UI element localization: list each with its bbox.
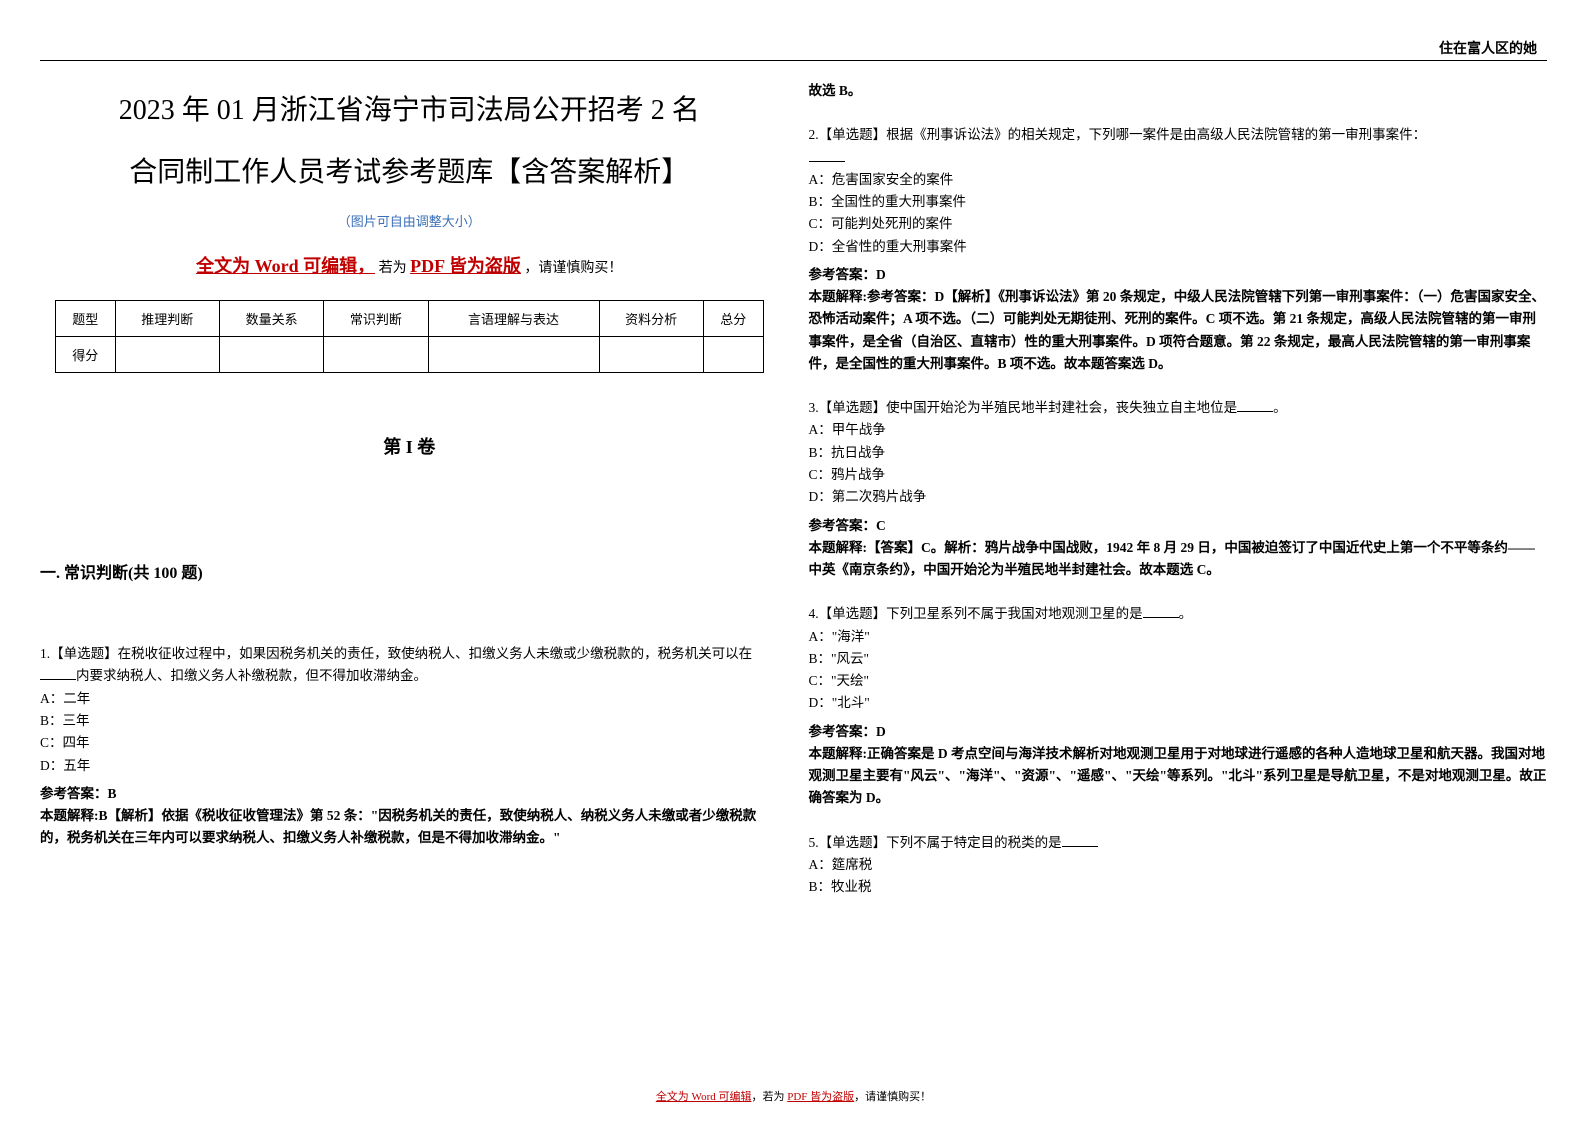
q3-answer: 参考答案：C xyxy=(809,515,1548,537)
q4-stem: 4.【单选题】下列卫星系列不属于我国对地观测卫星的是 。 xyxy=(809,603,1548,625)
q5-opt-a: A：筵席税 xyxy=(809,854,1548,876)
q3-opt-a: A：甲午战争 xyxy=(809,419,1548,441)
footer-pdf: PDF 皆为盗版 xyxy=(787,1091,854,1103)
th-common: 常识判断 xyxy=(324,301,428,337)
q4-opt-a: A："海洋" xyxy=(809,626,1548,648)
footer-suffix: ，请谨慎购买！ xyxy=(854,1091,931,1103)
td-empty xyxy=(219,337,323,373)
q5-opt-b: B：牧业税 xyxy=(809,876,1548,898)
editable-suffix: ，请谨慎购买！ xyxy=(524,261,622,276)
q5-stem: 5.【单选题】下列不属于特定目的税类的是 xyxy=(809,832,1548,854)
q4-stem-b: 。 xyxy=(1179,606,1193,621)
q1-opt-d: D：五年 xyxy=(40,755,779,777)
two-column-layout: 2023 年 01 月浙江省海宁市司法局公开招考 2 名 合同制工作人员考试参考… xyxy=(40,80,1547,921)
th-reasoning: 推理判断 xyxy=(115,301,219,337)
th-total: 总分 xyxy=(703,301,763,337)
section-heading: 一. 常识判断(共 100 题) xyxy=(40,559,779,583)
th-type: 题型 xyxy=(55,301,115,337)
q3-stem: 3.【单选题】使中国开始沦为半殖民地半封建社会，丧失独立自主地位是 。 xyxy=(809,397,1548,419)
header-top-right: 住在富人区的她 xyxy=(1439,38,1537,58)
q3-explanation: 本题解释:【答案】C。解析：鸦片战争中国战败，1942 年 8 月 29 日，中… xyxy=(809,537,1548,582)
page-footer: 全文为 Word 可编辑，若为 PDF 皆为盗版，请谨慎购买！ xyxy=(0,1088,1587,1104)
image-resize-note: （图片可自由调整大小） xyxy=(40,211,779,230)
q2-answer: 参考答案：D xyxy=(809,264,1548,286)
title-line-2: 合同制工作人员考试参考题库【含答案解析】 xyxy=(50,142,769,204)
q1-stem-a: 1.【单选题】在税收征收过程中，如果因税务机关的责任，致使纳税人、扣缴义务人未缴… xyxy=(40,646,752,661)
q1-continuation: 故选 B。 xyxy=(809,80,1548,102)
q2-opt-b: B：全国性的重大刑事案件 xyxy=(809,191,1548,213)
question-3: 3.【单选题】使中国开始沦为半殖民地半封建社会，丧失独立自主地位是 。 A：甲午战… xyxy=(809,397,1548,581)
q4-stem-a: 4.【单选题】下列卫星系列不属于我国对地观测卫星的是 xyxy=(809,606,1143,621)
question-5: 5.【单选题】下列不属于特定目的税类的是 A：筵席税 B：牧业税 xyxy=(809,832,1548,899)
td-empty xyxy=(428,337,599,373)
q1-opt-c: C：四年 xyxy=(40,732,779,754)
question-1: 1.【单选题】在税收征收过程中，如果因税务机关的责任，致使纳税人、扣缴义务人未缴… xyxy=(40,643,779,849)
td-empty xyxy=(703,337,763,373)
q2-stem-a: 2.【单选题】根据《刑事诉讼法》的相关规定，下列哪一案件是由高级人民法院管辖的第… xyxy=(809,127,1427,142)
q4-answer: 参考答案：D xyxy=(809,721,1548,743)
th-quantity: 数量关系 xyxy=(219,301,323,337)
q5-stem-a: 5.【单选题】下列不属于特定目的税类的是 xyxy=(809,835,1062,850)
editable-mid: 若为 xyxy=(379,261,407,276)
q4-explanation: 本题解释:正确答案是 D 考点空间与海洋技术解析对地观测卫星用于对地球进行遥感的… xyxy=(809,743,1548,810)
q1-answer: 参考答案：B xyxy=(40,783,779,805)
right-column: 故选 B。 2.【单选题】根据《刑事诉讼法》的相关规定，下列哪一案件是由高级人民… xyxy=(809,80,1548,921)
question-4: 4.【单选题】下列卫星系列不属于我国对地观测卫星的是 。 A："海洋" B："风云… xyxy=(809,603,1548,809)
left-column: 2023 年 01 月浙江省海宁市司法局公开招考 2 名 合同制工作人员考试参考… xyxy=(40,80,779,921)
blank-underline xyxy=(1237,411,1273,412)
footer-prefix: 全文为 Word 可编辑 xyxy=(656,1091,752,1103)
q2-explanation: 本题解释:参考答案：D【解析】《刑事诉讼法》第 20 条规定，中级人民法院管辖下… xyxy=(809,286,1548,375)
td-empty xyxy=(324,337,428,373)
blank-underline xyxy=(1062,846,1098,847)
q1-stem-b: 内要求纳税人、扣缴义务人补缴税款，但不得加收滞纳金。 xyxy=(76,668,427,683)
q1-opt-a: A：二年 xyxy=(40,688,779,710)
table-header-row: 题型 推理判断 数量关系 常识判断 言语理解与表达 资料分析 总分 xyxy=(55,301,763,337)
score-table: 题型 推理判断 数量关系 常识判断 言语理解与表达 资料分析 总分 得分 xyxy=(55,300,764,373)
q3-stem-a: 3.【单选题】使中国开始沦为半殖民地半封建社会，丧失独立自主地位是 xyxy=(809,400,1238,415)
question-2: 2.【单选题】根据《刑事诉讼法》的相关规定，下列哪一案件是由高级人民法院管辖的第… xyxy=(809,124,1548,375)
title-line-1: 2023 年 01 月浙江省海宁市司法局公开招考 2 名 xyxy=(50,80,769,142)
q1-stem: 1.【单选题】在税收征收过程中，如果因税务机关的责任，致使纳税人、扣缴义务人未缴… xyxy=(40,643,779,688)
q4-opt-b: B："风云" xyxy=(809,648,1548,670)
q1-opt-b: B：三年 xyxy=(40,710,779,732)
q3-opt-d: D：第二次鸦片战争 xyxy=(809,486,1548,508)
header-rule xyxy=(40,60,1547,61)
editable-prefix: 全文为 Word 可编辑， xyxy=(196,256,375,276)
editable-warning: 全文为 Word 可编辑， 若为 PDF 皆为盗版 ，请谨慎购买！ xyxy=(40,252,779,278)
q1-explanation: 本题解释:B【解析】依据《税收征收管理法》第 52 条："因税务机关的责任，致使… xyxy=(40,805,779,850)
q3-opt-c: C：鸦片战争 xyxy=(809,464,1548,486)
q3-stem-b: 。 xyxy=(1273,400,1287,415)
th-verbal: 言语理解与表达 xyxy=(428,301,599,337)
blank-underline xyxy=(1143,617,1179,618)
td-empty xyxy=(115,337,219,373)
q2-opt-a: A：危害国家安全的案件 xyxy=(809,169,1548,191)
th-data: 资料分析 xyxy=(599,301,703,337)
document-title: 2023 年 01 月浙江省海宁市司法局公开招考 2 名 合同制工作人员考试参考… xyxy=(50,80,769,203)
blank-underline xyxy=(809,161,845,162)
q2-opt-c: C：可能判处死刑的案件 xyxy=(809,213,1548,235)
td-score-label: 得分 xyxy=(55,337,115,373)
q3-opt-b: B：抗日战争 xyxy=(809,442,1548,464)
q2-opt-d: D：全省性的重大刑事案件 xyxy=(809,236,1548,258)
td-empty xyxy=(599,337,703,373)
q2-stem: 2.【单选题】根据《刑事诉讼法》的相关规定，下列哪一案件是由高级人民法院管辖的第… xyxy=(809,124,1548,169)
footer-mid: ，若为 xyxy=(751,1091,787,1103)
volume-label: 第 I 卷 xyxy=(40,433,779,459)
q4-opt-c: C："天绘" xyxy=(809,670,1548,692)
q4-opt-d: D："北斗" xyxy=(809,692,1548,714)
table-score-row: 得分 xyxy=(55,337,763,373)
blank-underline xyxy=(40,679,76,680)
editable-pdf: PDF 皆为盗版 xyxy=(410,256,521,276)
